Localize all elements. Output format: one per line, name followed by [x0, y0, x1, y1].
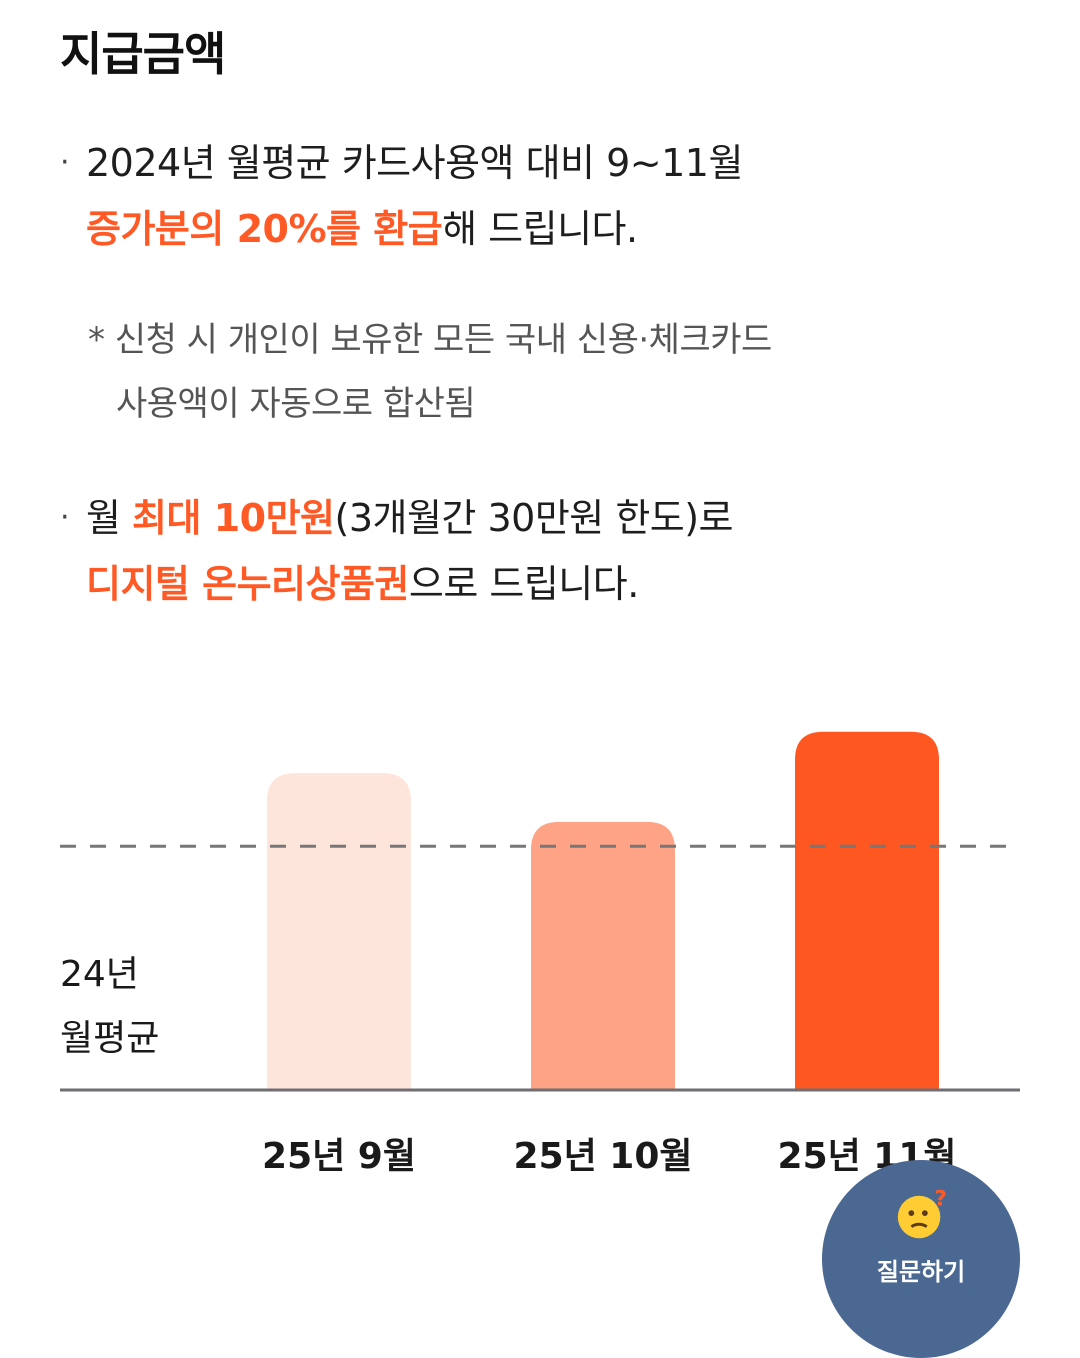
baseline-label-line1: 24년: [60, 954, 139, 995]
baseline-label-line2: 월평균: [60, 1018, 159, 1059]
x-tick-label-1: 25년 9월: [262, 1136, 416, 1177]
x-tick-label-2: 25년 10월: [514, 1136, 693, 1177]
card-sum-note: * 신청 시 개인이 보유한 모든 국내 신용·체크카드 사용액이 자동으로 합…: [88, 308, 772, 436]
note-line1: * 신청 시 개인이 보유한 모든 국내 신용·체크카드: [88, 320, 772, 360]
bullet-max-line1: 월 최대 10만원(3개월간 30만원 한도)로: [60, 485, 734, 551]
bar-1: [267, 773, 411, 1090]
bullet-refund-info: · 2024년 월평균 카드사용액 대비 9~11월 증가분의 20%를 환급해…: [60, 130, 743, 262]
thinking-emoji-icon: ?: [897, 1188, 947, 1239]
bullet-dot: ·: [60, 145, 70, 180]
x-tick-labels: 25년 9월 25년 10월 25년 11월: [262, 1136, 956, 1177]
bars-group: [267, 731, 939, 1090]
bullet-max-amount: · 월 최대 10만원(3개월간 30만원 한도)로 디지털 온누리상품권으로 …: [60, 485, 734, 617]
refund-highlight: 증가분의 20%를 환급: [86, 207, 443, 251]
max-highlight: 최대 10만원: [132, 496, 335, 540]
voucher-highlight: 디지털 온누리상품권: [86, 562, 409, 606]
bullet-max-line2: 디지털 온누리상품권으로 드립니다.: [60, 551, 733, 617]
max-pre: 월: [86, 496, 133, 540]
voucher-rest: 으로 드립니다.: [408, 562, 639, 606]
fab-label: 질문하기: [876, 1258, 966, 1286]
section-title: 지급금액: [60, 27, 226, 81]
refund-rest: 해 드립니다.: [442, 207, 638, 251]
spending-bar-chart: 24년 월평균 25년 9월 25년 10월 25년 11월: [60, 731, 1020, 1177]
svg-text:?: ?: [935, 1188, 947, 1211]
note-line2: 사용액이 자동으로 합산됨: [116, 384, 476, 424]
max-rest: (3개월간 30만원 한도)로: [334, 496, 734, 540]
question-fab-button[interactable]: ? 질문하기: [822, 1160, 1020, 1358]
bar-3: [795, 731, 939, 1090]
bar-2: [531, 821, 675, 1090]
bullet-refund-line1: 2024년 월평균 카드사용액 대비 9~11월: [86, 141, 743, 185]
bullet-refund-line2: 증가분의 20%를 환급해 드립니다.: [60, 196, 743, 262]
bullet-dot: ·: [60, 500, 70, 535]
